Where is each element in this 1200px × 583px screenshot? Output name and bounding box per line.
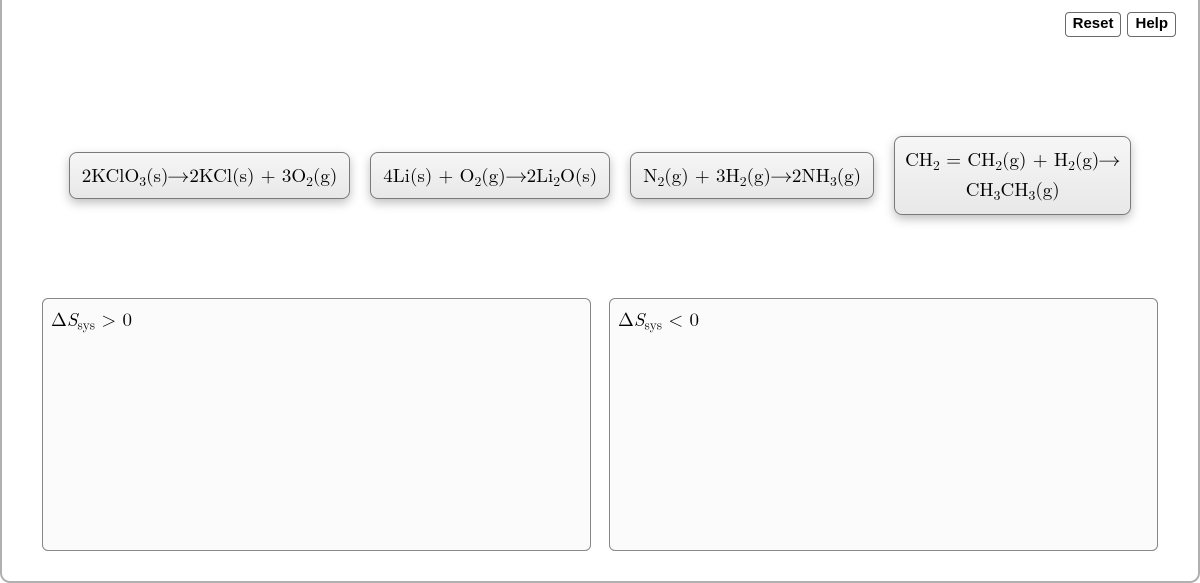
control-bar: Reset Help <box>1065 12 1176 37</box>
sorting-panel: Reset Help 2KClO3(s)→2KCl(s) + 3O2(g) 4L… <box>0 0 1200 583</box>
equation-text-line2: CH3CH3(g) <box>966 175 1060 205</box>
draggable-tile-row: 2KClO3(s)→2KCl(s) + 3O2(g) 4Li(s) + O2(g… <box>2 136 1198 215</box>
bin-entropy-negative[interactable]: ΔSsys < 0 <box>609 298 1158 551</box>
reaction-tile[interactable]: 2KClO3(s)→2KCl(s) + 3O2(g) <box>69 152 351 199</box>
equation-text: 2KClO3(s)→2KCl(s) + 3O2(g) <box>82 161 338 190</box>
equation-text-line1: CH2 = CH2(g) + H2(g)→ <box>905 145 1120 175</box>
reset-button[interactable]: Reset <box>1065 12 1122 37</box>
help-button[interactable]: Help <box>1127 12 1176 37</box>
bin-label: ΔSsys > 0 <box>51 305 132 334</box>
equation-text: 4Li(s) + O2(g)→2Li2O(s) <box>383 161 597 190</box>
bin-entropy-positive[interactable]: ΔSsys > 0 <box>42 298 591 551</box>
bin-label: ΔSsys < 0 <box>618 305 699 334</box>
reaction-tile[interactable]: 4Li(s) + O2(g)→2Li2O(s) <box>370 152 610 199</box>
equation-text: N2(g) + 3H2(g)→2NH3(g) <box>643 161 861 190</box>
reaction-tile[interactable]: N2(g) + 3H2(g)→2NH3(g) <box>630 152 874 199</box>
drop-bins: ΔSsys > 0 ΔSsys < 0 <box>42 298 1158 551</box>
reaction-tile[interactable]: CH2 = CH2(g) + H2(g)→ CH3CH3(g) <box>894 136 1131 215</box>
